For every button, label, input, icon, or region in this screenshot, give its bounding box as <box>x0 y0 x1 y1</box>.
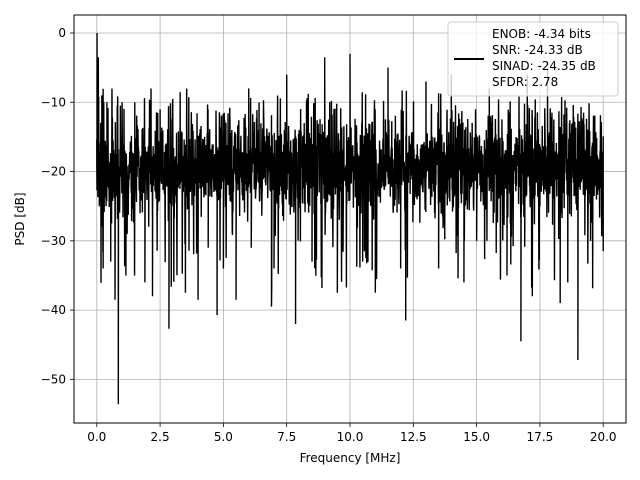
y-tick-label: −10 <box>41 95 66 109</box>
legend-sinad: SINAD: -24.35 dB <box>492 59 596 73</box>
x-tick-label: 10.0 <box>337 430 364 444</box>
x-tick-label: 12.5 <box>400 430 427 444</box>
x-tick-label: 7.5 <box>277 430 296 444</box>
y-axis-label: PSD [dB] <box>13 192 27 245</box>
y-tick-label: −40 <box>41 303 66 317</box>
x-tick-label: 15.0 <box>463 430 490 444</box>
x-tick-label: 5.0 <box>214 430 233 444</box>
legend-sfdr: SFDR: 2.78 <box>492 75 558 89</box>
y-tick-label: −20 <box>41 165 66 179</box>
data-layer <box>96 33 604 405</box>
x-tick-label: 0.0 <box>87 430 106 444</box>
legend-snr: SNR: -24.33 dB <box>492 43 583 57</box>
y-tick-label: 0 <box>58 26 66 40</box>
tick-layer: 0.0 2.5 5.0 7.5 10.0 12.5 15.0 17.5 20.0 0 −10 −20 −… <box>41 26 617 444</box>
x-tick-label: 17.5 <box>527 430 554 444</box>
legend-box <box>447 21 619 97</box>
y-tick-label: −50 <box>41 372 66 386</box>
x-tick-label: 2.5 <box>151 430 170 444</box>
y-tick-label: −30 <box>41 234 66 248</box>
x-tick-label: 20.0 <box>590 430 617 444</box>
x-axis-label: Frequency [MHz] <box>300 451 401 465</box>
legend-enob: ENOB: -4.34 bits <box>492 27 591 41</box>
legend: ENOB: -4.34 bits SNR: -24.33 dB SINAD: -… <box>447 21 619 97</box>
psd-series-line <box>96 33 604 405</box>
